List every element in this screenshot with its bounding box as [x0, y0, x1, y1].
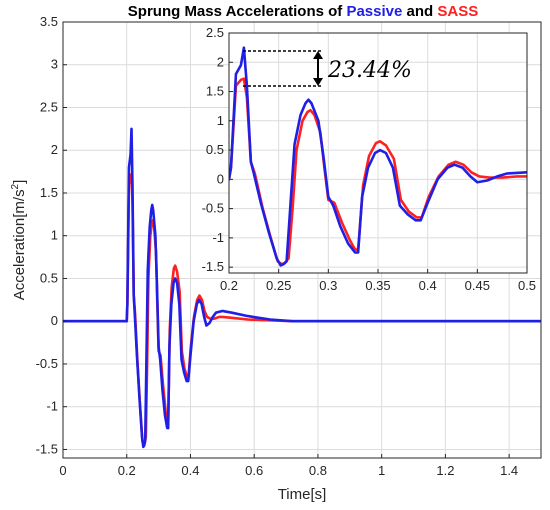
- y-axis-label-main: Acceleration[m/s: [11, 189, 28, 300]
- main-ytick-label: 2.5: [40, 99, 58, 114]
- x-axis-label: Time[s]: [278, 486, 327, 503]
- main-xticks: 0 0.2 0.4 0.6 0.8 1 1.2 1.4: [59, 454, 518, 478]
- main-xtick-label: 1: [378, 463, 385, 478]
- chart-title: Sprung Mass Accelerations of Passive and…: [128, 3, 478, 20]
- inset-xtick-label: 0.25: [266, 278, 291, 293]
- inset-xticks: 0.2 0.25 0.3 0.35 0.4 0.45 0.5: [220, 269, 536, 293]
- main-ytick-label: 3.5: [40, 14, 58, 29]
- main-ytick-label: -1.5: [36, 441, 58, 456]
- inset-axes: 0.2 0.25 0.3 0.35 0.4 0.45 0.5 -1.5 -1 -0.5 0 0.5 1…: [202, 25, 536, 293]
- y-axis-label: Acceleration[m/s2]: [10, 180, 28, 301]
- main-xtick-label: 0: [59, 463, 66, 478]
- inset-ytick-label: 2: [217, 54, 224, 69]
- main-ytick-label: 1.5: [40, 185, 58, 200]
- inset-ytick-label: 0: [217, 171, 224, 186]
- main-ytick-label: -0.5: [36, 356, 58, 371]
- inset-xtick-label: 0.45: [465, 278, 490, 293]
- y-axis-label-sup: 2: [10, 183, 21, 189]
- main-xtick-label: 0.4: [181, 463, 199, 478]
- main-series-passive: [63, 127, 541, 449]
- inset-xtick-label: 0.5: [518, 278, 536, 293]
- inset-ytick-label: 1: [217, 113, 224, 128]
- annotation-label: 23.44%: [327, 58, 412, 83]
- title-middle: and: [402, 3, 437, 20]
- inset-xtick-label: 0.2: [220, 278, 238, 293]
- main-ytick-label: 0.5: [40, 270, 58, 285]
- y-axis-label-end: ]: [11, 180, 28, 184]
- main-xtick-label: 0.2: [118, 463, 136, 478]
- inset-ytick-label: 2.5: [206, 25, 224, 40]
- inset-xtick-label: 0.3: [319, 278, 337, 293]
- main-xtick-label: 0.8: [309, 463, 327, 478]
- main-axes-frame: [62, 21, 542, 459]
- inset-series-passive: [229, 46, 527, 267]
- inset-ytick-label: -1.5: [202, 259, 224, 274]
- title-series2: SASS: [437, 3, 478, 20]
- main-ytick-label: 1: [51, 228, 58, 243]
- main-ytick-label: -1: [46, 399, 58, 414]
- title-prefix: Sprung Mass Accelerations of: [128, 3, 347, 20]
- inset-ytick-label: 0.5: [206, 142, 224, 157]
- inset-ytick-label: -1: [212, 230, 224, 245]
- main-ytick-label: 3: [51, 57, 58, 72]
- main-ytick-label: 2: [51, 142, 58, 157]
- main-lines: [63, 127, 541, 449]
- main-yticks: -1.5 -1 -0.5 0 0.5 1 1.5 2 2.5 3 3.5: [36, 14, 67, 456]
- inset-xtick-label: 0.35: [365, 278, 390, 293]
- inset-lines: [229, 46, 527, 267]
- main-ytick-label: 0: [51, 313, 58, 328]
- main-xtick-label: 1.2: [436, 463, 454, 478]
- title-series1: Passive: [346, 3, 402, 20]
- inset-ytick-label: 1.5: [206, 84, 224, 99]
- inset-xtick-label: 0.4: [419, 278, 437, 293]
- inset-ytick-label: -0.5: [202, 201, 224, 216]
- main-xtick-label: 1.4: [500, 463, 518, 478]
- main-xtick-label: 0.6: [245, 463, 263, 478]
- inset-yticks: -1.5 -1 -0.5 0 0.5 1 1.5 2 2.5: [202, 25, 233, 274]
- annotation-arrow-head-down: [313, 78, 323, 86]
- annotation-arrow-head-up: [313, 51, 323, 59]
